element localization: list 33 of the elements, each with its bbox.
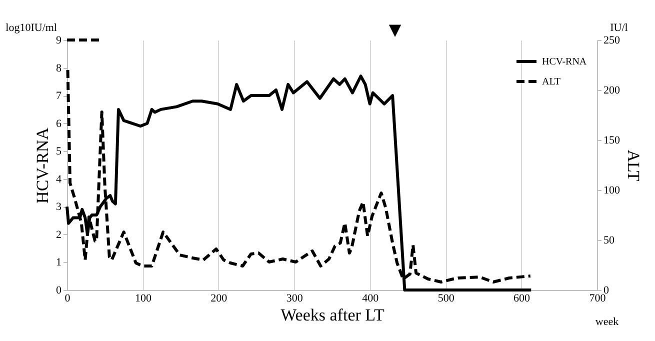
y-tick-label: 5	[56, 146, 62, 158]
y-tick-label: 4	[56, 173, 62, 186]
y-tick-label: 0	[56, 284, 62, 296]
y-tick-label: 9	[56, 34, 62, 46]
y2-tick-label: 0	[604, 284, 610, 296]
text: ▼	[388, 20, 402, 39]
x-tick-label: 300	[286, 292, 304, 304]
text: log10IU/ml	[6, 22, 57, 34]
x-tick-label: 200	[210, 292, 228, 304]
x-tick-label: 700	[589, 292, 606, 304]
y-tick-label: 7	[56, 90, 62, 102]
text: week	[595, 316, 620, 328]
legend-label: HCV-RNA	[542, 56, 588, 68]
x-tick-label: 600	[514, 292, 531, 304]
y-tick-label: 8	[56, 62, 62, 74]
y2-tick-label: 200	[604, 84, 620, 96]
text: IU/l	[610, 22, 628, 34]
y2-tick-label: 50	[604, 234, 615, 246]
x-tick-label: 0	[64, 292, 71, 304]
legend-label: ALT	[542, 76, 561, 88]
y2-tick-label: 250	[604, 34, 620, 46]
y-tick-label: 6	[56, 118, 62, 130]
y2-tick-label: 100	[604, 184, 620, 196]
y-axis-title: HCV-RNA	[33, 126, 52, 204]
y-tick-label: 1	[56, 256, 62, 269]
y-tick-label: 2	[56, 228, 62, 241]
x-tick-label: 100	[134, 292, 152, 304]
x-tick-label: 400	[362, 292, 380, 304]
y2-tick-label: 150	[604, 134, 620, 146]
y-tick-label: 3	[56, 201, 62, 214]
x-tick-label: 500	[438, 292, 455, 304]
x-axis-title: Weeks after LT	[280, 306, 385, 324]
y2-axis-title: ALT	[624, 150, 643, 182]
